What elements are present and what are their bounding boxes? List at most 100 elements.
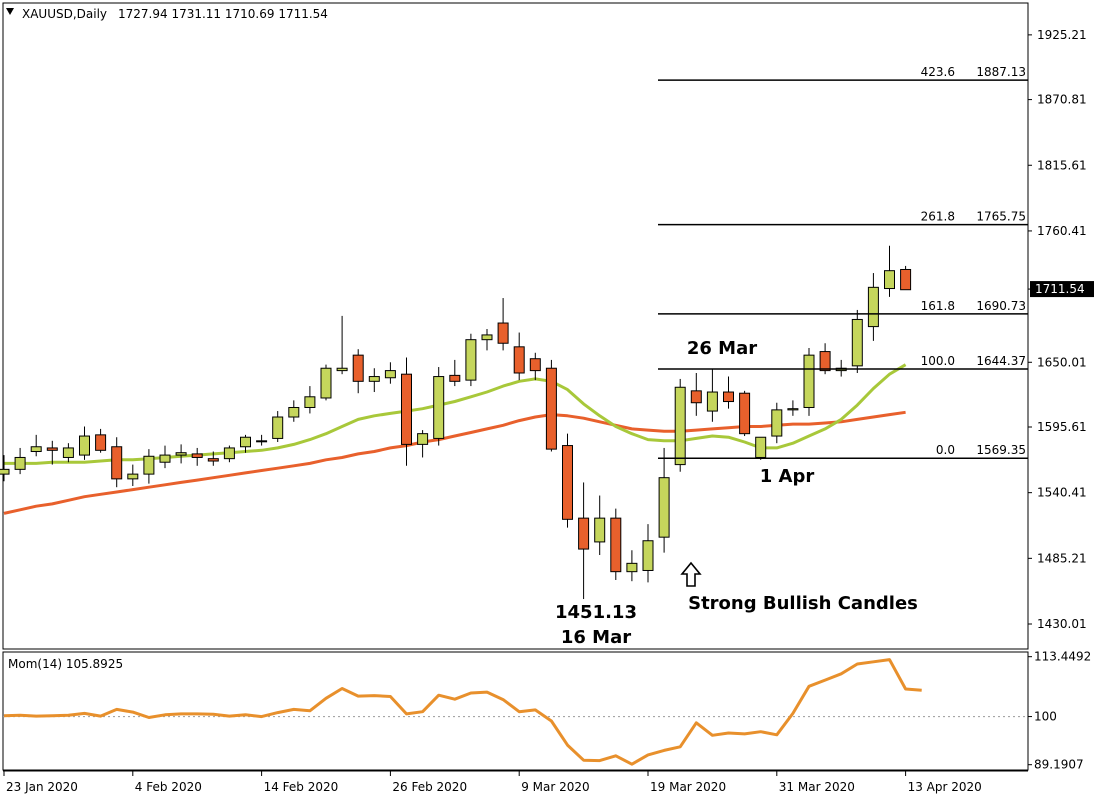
momentum-layer: Mom(14) 105.8925 113.4492 100 89.1907 (3, 650, 1091, 772)
candles-layer (0, 245, 912, 600)
candle-body (626, 562, 638, 573)
candle (352, 349, 364, 394)
fib-ratio-label: 0.0 (936, 443, 955, 457)
candle (658, 447, 670, 553)
candle (449, 359, 461, 387)
candle-body (433, 376, 445, 439)
candle (803, 348, 815, 416)
candle (191, 447, 203, 466)
time-tick-label: 31 Mar 2020 (779, 780, 855, 794)
candle (706, 369, 718, 422)
candle-body (0, 468, 10, 475)
candle (95, 428, 107, 453)
price-tick-label: 1595.61 (1037, 420, 1087, 434)
candle-body (336, 367, 348, 372)
fib-price-label: 1644.37 (976, 354, 1026, 368)
candle (900, 265, 912, 291)
fib-ratio-label: 261.8 (921, 210, 955, 224)
ma-slow-layer (3, 410, 906, 515)
candle-body (578, 517, 590, 550)
candle (14, 447, 26, 475)
candle-body (642, 540, 654, 571)
candle-body (449, 374, 461, 382)
candle (578, 482, 590, 600)
fib-price-label: 1569.35 (976, 443, 1026, 457)
time-tick-label: 9 Mar 2020 (521, 780, 589, 794)
candle-body (401, 373, 412, 445)
time-tick-label: 14 Feb 2020 (264, 780, 339, 794)
momentum-tick-label: 89.1907 (1034, 758, 1084, 772)
candle-body (529, 358, 541, 372)
fib-ratio-label: 161.8 (921, 299, 955, 313)
candle-body (288, 406, 300, 418)
candle (368, 368, 380, 393)
candle-body (739, 392, 751, 435)
annotation-26-mar: 26 Mar (687, 338, 757, 359)
candle-body (95, 434, 107, 451)
candle (336, 315, 348, 375)
candle-body (352, 354, 364, 382)
candle-body (417, 433, 429, 445)
candle-body (320, 367, 332, 399)
candle-body (884, 270, 895, 290)
candle (207, 451, 219, 466)
candle-body (690, 390, 702, 404)
momentum-panel-frame (2, 651, 1029, 771)
candle-body (771, 409, 783, 437)
candle-body (143, 455, 155, 475)
candle-body (594, 517, 606, 543)
candle (481, 328, 493, 351)
time-tick-label: 23 Jan 2020 (6, 780, 78, 794)
candle-body (256, 440, 268, 443)
candle (62, 443, 74, 463)
candle (642, 524, 654, 583)
candle-body (127, 473, 139, 480)
hollow-arrow-up-icon (680, 561, 702, 587)
candle-body (465, 339, 477, 381)
candle (223, 445, 235, 463)
last-price-label: 1711.54 (1035, 282, 1085, 296)
time-tick-label: 13 Apr 2020 (908, 780, 982, 794)
fib-price-label: 1765.75 (976, 210, 1026, 224)
ma-slow-line (3, 410, 906, 515)
candle-body (674, 386, 686, 466)
candle-body (706, 391, 718, 412)
candle (610, 508, 622, 580)
fib-ratio-label: 423.6 (921, 65, 955, 79)
candle-body (46, 447, 58, 451)
candle-body (191, 453, 203, 458)
price-tick-label: 1815.61 (1037, 158, 1087, 172)
last-price-box (1030, 281, 1094, 298)
price-tick-label: 1925.21 (1037, 28, 1087, 42)
candle-body (513, 346, 525, 374)
candle-body (62, 447, 74, 458)
candle (401, 357, 412, 466)
annotation-low-price: 1451.13 (555, 602, 637, 623)
candle-body (755, 436, 767, 458)
candle-body (610, 517, 622, 573)
candle (0, 455, 10, 482)
candle (288, 400, 300, 422)
candle (46, 440, 58, 465)
candle (79, 426, 90, 460)
fibonacci-layer: 423.6 1887.13 261.8 1765.75 161.8 1690.73 100.… (658, 65, 1028, 459)
fib-ratio-label: 100.0 (921, 354, 955, 368)
triangle-down-icon[interactable] (6, 8, 14, 15)
momentum-tick-label: 113.4492 (1034, 650, 1091, 664)
candle-body (658, 477, 670, 538)
candle (594, 495, 606, 556)
candle (320, 364, 332, 401)
candle-body (787, 408, 799, 411)
candle-body (159, 454, 171, 463)
candle-body (111, 446, 123, 480)
candle (143, 449, 155, 484)
price-panel-frame (2, 2, 1029, 650)
candle (867, 273, 879, 341)
candle (111, 437, 123, 488)
candle-body (384, 370, 396, 379)
candle-body (14, 456, 26, 470)
annotation-1-apr: 1 Apr (760, 466, 815, 487)
price-axis: 1925.21 1870.81 1815.61 1760.41 1711.54 1650.… (1028, 28, 1087, 631)
candle-body (175, 452, 187, 456)
